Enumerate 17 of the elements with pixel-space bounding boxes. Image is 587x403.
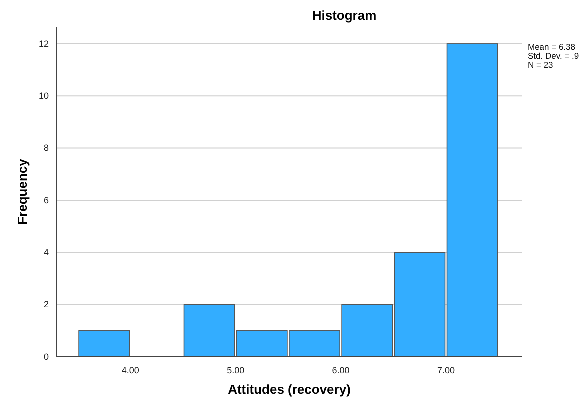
y-tick-label: 8 [44,143,49,154]
y-tick-label: 4 [44,248,49,258]
text: Std. Dev. = .9 [528,51,580,61]
x-tick-label: 7.00 [437,365,456,376]
x-tick-label: 6.00 [332,365,350,376]
y-tick-label: 0 [44,352,49,362]
y-tick-label: 12 [38,38,49,49]
chart-title: Histogram [312,8,377,23]
y-tick-label: 2 [44,300,49,310]
y-tick-label: 6 [44,195,49,206]
text: N = 23 [528,60,554,70]
text: Mean = 6.38 [528,42,576,52]
y-tick-label: 10 [38,91,49,102]
x-axis-title: Attitudes (recovery) [228,382,351,397]
x-tick-label: 4.00 [122,365,140,376]
x-tick-label: 5.00 [227,365,245,376]
y-axis-title: Frequency [15,158,30,225]
